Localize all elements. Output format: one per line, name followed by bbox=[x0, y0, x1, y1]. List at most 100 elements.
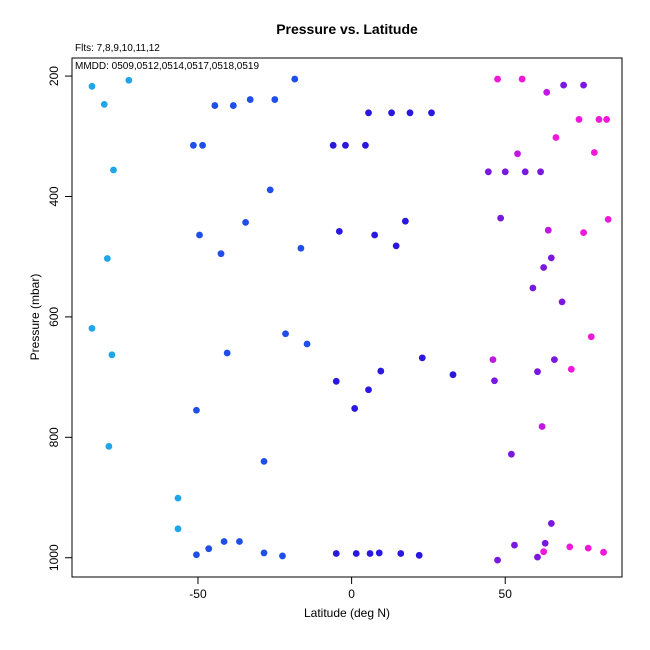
data-point bbox=[566, 543, 574, 551]
data-point bbox=[537, 168, 544, 176]
data-point bbox=[174, 525, 182, 533]
data-point bbox=[260, 457, 268, 465]
data-point bbox=[100, 100, 108, 108]
data-point bbox=[189, 141, 197, 149]
data-point bbox=[366, 550, 374, 557]
data-point bbox=[271, 96, 279, 103]
data-point bbox=[418, 354, 426, 362]
data-point bbox=[521, 168, 529, 176]
data-point bbox=[217, 250, 225, 258]
data-point bbox=[529, 284, 537, 292]
data-point bbox=[552, 134, 560, 141]
data-point bbox=[547, 254, 555, 262]
data-point bbox=[110, 166, 117, 174]
data-point bbox=[541, 539, 549, 547]
data-point bbox=[388, 109, 395, 117]
data-point bbox=[580, 81, 587, 89]
data-point bbox=[544, 226, 552, 234]
data-point bbox=[377, 367, 385, 375]
data-point bbox=[575, 116, 583, 123]
data-point bbox=[242, 218, 250, 226]
data-point bbox=[497, 214, 505, 222]
data-point bbox=[88, 324, 96, 332]
mmdd-subtitle: MMDD: 0509,0512,0514,0517,0518,0519 bbox=[75, 61, 259, 72]
data-point bbox=[125, 76, 133, 84]
data-point bbox=[335, 228, 343, 235]
data-point bbox=[332, 550, 340, 557]
data-point bbox=[514, 150, 521, 158]
y-axis: 200 400 600 800 1000 bbox=[47, 66, 72, 571]
data-point bbox=[174, 494, 182, 502]
plot-frame bbox=[71, 57, 623, 578]
data-point bbox=[88, 82, 96, 90]
data-point bbox=[199, 141, 206, 149]
data-point bbox=[449, 371, 457, 379]
data-point bbox=[401, 217, 409, 225]
y-tick-label: 400 bbox=[47, 186, 61, 206]
data-point bbox=[365, 386, 372, 394]
data-point bbox=[211, 102, 219, 109]
data-point bbox=[489, 356, 497, 364]
data-point bbox=[484, 168, 492, 176]
data-point bbox=[291, 75, 299, 83]
data-point bbox=[220, 538, 228, 545]
data-point bbox=[590, 149, 598, 156]
data-point bbox=[342, 141, 349, 149]
data-point bbox=[371, 231, 379, 239]
data-point bbox=[547, 520, 555, 527]
y-tick-label: 800 bbox=[47, 427, 61, 447]
data-point bbox=[196, 231, 203, 239]
data-point bbox=[236, 538, 243, 545]
data-point bbox=[303, 340, 311, 348]
data-point bbox=[507, 450, 515, 458]
data-point bbox=[105, 442, 113, 450]
data-point bbox=[543, 88, 551, 96]
data-point bbox=[260, 549, 268, 557]
data-point bbox=[392, 242, 400, 250]
data-point bbox=[282, 330, 289, 338]
data-point bbox=[329, 141, 337, 149]
x-tick-label: 50 bbox=[499, 587, 513, 601]
data-point bbox=[223, 349, 231, 357]
data-point bbox=[279, 552, 286, 560]
x-tick-label: 0 bbox=[348, 587, 355, 601]
data-point bbox=[406, 109, 414, 117]
data-point bbox=[494, 556, 501, 564]
data-point bbox=[193, 551, 200, 559]
data-point bbox=[229, 102, 237, 109]
data-point bbox=[205, 545, 213, 553]
data-point bbox=[415, 551, 423, 559]
data-point bbox=[580, 229, 587, 237]
data-point bbox=[332, 377, 340, 385]
data-point bbox=[560, 81, 568, 89]
data-point bbox=[603, 116, 611, 123]
data-point bbox=[587, 333, 595, 341]
data-point bbox=[558, 298, 566, 306]
data-point bbox=[108, 351, 116, 359]
data-point bbox=[534, 368, 541, 376]
data-point bbox=[352, 550, 360, 557]
data-point bbox=[428, 109, 435, 117]
data-point bbox=[362, 141, 369, 149]
x-tick-label: -50 bbox=[189, 587, 207, 601]
data-point bbox=[595, 116, 603, 123]
data-point bbox=[103, 255, 111, 262]
data-point bbox=[540, 548, 548, 556]
data-point bbox=[518, 75, 526, 83]
data-point bbox=[494, 75, 501, 83]
data-point bbox=[266, 186, 274, 194]
y-tick-label: 1000 bbox=[47, 544, 61, 571]
data-point bbox=[604, 215, 612, 223]
data-point bbox=[567, 365, 575, 373]
data-point bbox=[375, 549, 383, 557]
x-axis: -50 0 50 bbox=[189, 577, 512, 601]
chart-title: Pressure vs. Latitude bbox=[276, 21, 418, 37]
fits-subtitle: Flts: 7,8,9,10,11,12 bbox=[75, 43, 160, 54]
data-point bbox=[297, 244, 305, 252]
data-point bbox=[540, 264, 548, 271]
data-point bbox=[365, 109, 372, 117]
x-axis-label: Latitude (deg N) bbox=[304, 606, 390, 620]
data-point bbox=[246, 96, 254, 103]
data-point bbox=[397, 550, 405, 557]
